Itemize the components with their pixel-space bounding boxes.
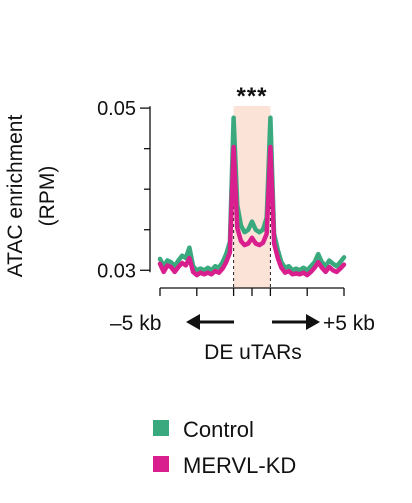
x-axis (159, 287, 345, 296)
legend-item-control: Control (153, 417, 254, 442)
legend-label-control: Control (183, 417, 254, 442)
left-arrow-icon (186, 314, 234, 330)
legend-label-mervl-kd: MERVL-KD (183, 453, 296, 478)
legend-swatch-control (153, 420, 169, 436)
series-layer (157, 115, 347, 278)
highlight-region (233, 106, 271, 288)
series-line-control (157, 115, 347, 273)
series-line-mervl-kd (157, 144, 347, 278)
y-axis-label-line-1: ATAC enrichment (4, 115, 27, 278)
right-arrow-icon (272, 314, 320, 330)
legend-swatch-mervl-kd (153, 456, 169, 472)
x-tick-label-right: +5 kb (323, 312, 375, 335)
y-axis-label-line-2: (RPM) (36, 166, 59, 227)
y-axis-label: ATAC enrichment (RPM) (4, 115, 59, 278)
x-axis-label: DE uTARs (204, 341, 302, 364)
y-tick-label: 0.05 (97, 98, 136, 120)
y-axis: 0.03 0.05 (97, 98, 151, 282)
x-tick-label-left: –5 kb (110, 312, 161, 335)
significance-label: *** (236, 83, 267, 110)
legend: Control MERVL-KD (153, 417, 296, 478)
legend-item-mervl-kd: MERVL-KD (153, 453, 296, 478)
y-tick-label: 0.03 (97, 260, 136, 282)
